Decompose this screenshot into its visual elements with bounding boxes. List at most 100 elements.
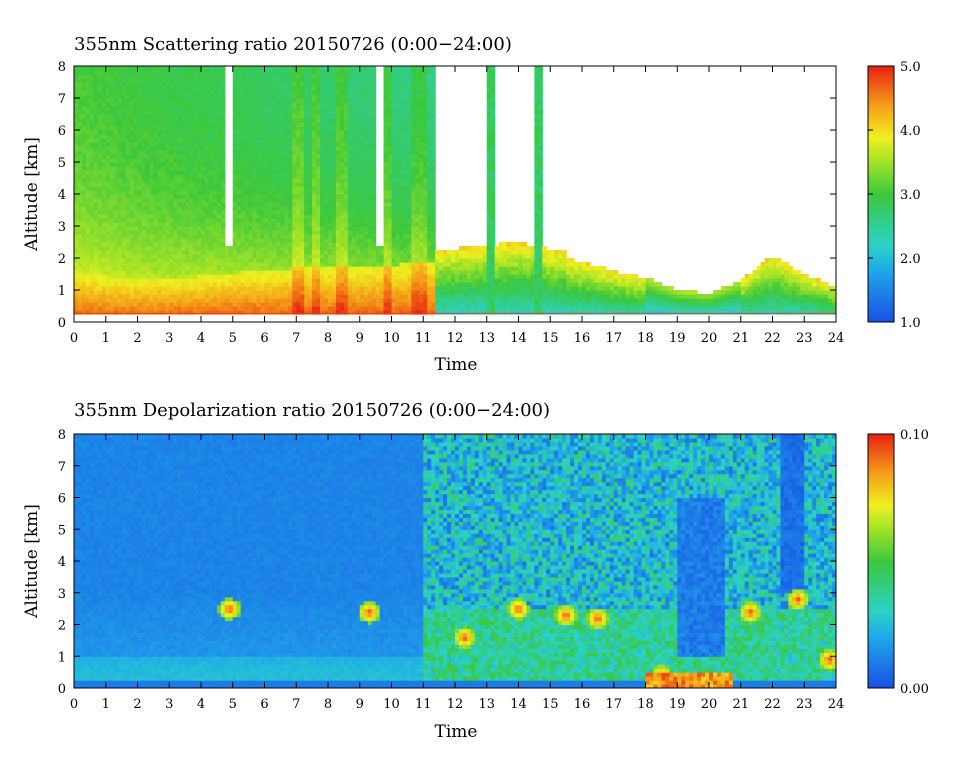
- heatmap-cell: [351, 70, 357, 75]
- heatmap-cell: [212, 298, 218, 303]
- heatmap-cell: [89, 282, 95, 287]
- heatmap-cell: [185, 78, 190, 83]
- heatmap-cell: [157, 106, 162, 111]
- heatmap-cell: [169, 102, 174, 107]
- heatmap-cell: [391, 102, 397, 107]
- heatmap-cell: [288, 66, 293, 71]
- heatmap-cell: [117, 122, 123, 127]
- heatmap-cell: [387, 182, 393, 187]
- heatmap-cell: [292, 170, 297, 175]
- heatmap-cell: [93, 162, 99, 167]
- heatmap-cell: [74, 246, 79, 251]
- heatmap-cell: [280, 134, 285, 139]
- heatmap-cell: [288, 230, 293, 235]
- heatmap-cell: [264, 170, 270, 175]
- heatmap-cell: [320, 138, 325, 143]
- heatmap-cell: [74, 274, 79, 279]
- heatmap-cell: [328, 178, 333, 183]
- heatmap-cell: [383, 298, 389, 303]
- heatmap-cell: [212, 230, 218, 235]
- heatmap-cell: [220, 178, 226, 183]
- heatmap-cell: [387, 110, 393, 115]
- heatmap-cell: [145, 118, 151, 123]
- heatmap-cell: [85, 110, 91, 115]
- heatmap-cell: [105, 66, 111, 71]
- heatmap-cell: [181, 178, 186, 183]
- heatmap-cell: [157, 198, 162, 203]
- heatmap-cell: [320, 222, 325, 227]
- heatmap-cell: [121, 154, 127, 159]
- heatmap-cell: [399, 246, 405, 251]
- heatmap-cell: [105, 294, 111, 299]
- heatmap-cell: [403, 234, 408, 239]
- heatmap-cell: [93, 250, 99, 255]
- heatmap-cell: [391, 290, 397, 295]
- heatmap-cell: [240, 66, 246, 71]
- heatmap-cell: [153, 170, 158, 175]
- heatmap-cell: [185, 266, 190, 271]
- heatmap-cell: [359, 274, 365, 279]
- heatmap-cell: [328, 262, 333, 267]
- heatmap-cell: [367, 74, 373, 79]
- heatmap-cell: [74, 286, 79, 291]
- heatmap-cell: [256, 230, 262, 235]
- heatmap-cell: [189, 158, 194, 163]
- heatmap-cell: [113, 242, 119, 247]
- heatmap-cell: [193, 138, 198, 143]
- heatmap-cell: [193, 210, 198, 215]
- heatmap-cell: [280, 190, 285, 195]
- heatmap-cell: [201, 254, 206, 259]
- heatmap-cell: [208, 266, 214, 271]
- heatmap-cell: [324, 206, 329, 211]
- heatmap-cell: [197, 290, 202, 295]
- heatmap-cell: [216, 150, 222, 155]
- heatmap-cell: [97, 154, 103, 159]
- heatmap-cell: [185, 118, 190, 123]
- heatmap-cell: [212, 278, 218, 283]
- heatmap-cell: [137, 194, 143, 199]
- heatmap-cell: [387, 126, 393, 131]
- heatmap-cell: [165, 294, 170, 299]
- heatmap-cell: [300, 114, 305, 119]
- heatmap-cell: [185, 134, 190, 139]
- heatmap-cell: [240, 278, 246, 283]
- heatmap-cell: [105, 78, 111, 83]
- heatmap-cell: [125, 250, 131, 255]
- heatmap-cell: [74, 66, 79, 71]
- heatmap-cell: [339, 102, 345, 107]
- heatmap-cell: [216, 106, 222, 111]
- heatmap-cell: [371, 234, 377, 239]
- heatmap-cell: [379, 246, 385, 251]
- heatmap-cell: [308, 246, 313, 251]
- heatmap-cell: [97, 266, 103, 271]
- heatmap-cell: [244, 282, 250, 287]
- heatmap-cell: [208, 250, 214, 255]
- heatmap-cell: [157, 194, 162, 199]
- heatmap-cell: [240, 150, 246, 155]
- heatmap-cell: [97, 122, 103, 127]
- heatmap-cell: [97, 298, 103, 303]
- heatmap-cell: [395, 206, 401, 211]
- heatmap-cell: [201, 182, 206, 187]
- heatmap-cell: [121, 106, 127, 111]
- heatmap-cell: [244, 74, 250, 79]
- heatmap-cell: [371, 258, 377, 263]
- heatmap-cell: [236, 74, 242, 79]
- heatmap-cell: [141, 298, 147, 303]
- heatmap-cell: [355, 190, 361, 195]
- heatmap-cell: [101, 118, 107, 123]
- heatmap-cell: [371, 290, 377, 295]
- heatmap-cell: [89, 102, 95, 107]
- heatmap-cell: [335, 170, 341, 175]
- heatmap-cell: [355, 222, 361, 227]
- heatmap-cell: [197, 266, 202, 271]
- heatmap-cell: [133, 86, 139, 91]
- heatmap-cell: [89, 138, 95, 143]
- heatmap-cell: [89, 194, 95, 199]
- heatmap-cell: [280, 154, 285, 159]
- heatmap-cell: [137, 66, 143, 71]
- heatmap-cell: [157, 170, 162, 175]
- heatmap-cell: [153, 182, 158, 187]
- heatmap-cell: [363, 122, 369, 127]
- heatmap-cell: [244, 114, 250, 119]
